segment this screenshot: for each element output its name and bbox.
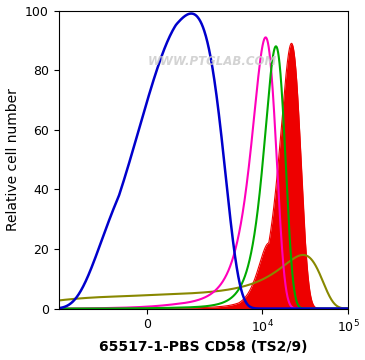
Y-axis label: Relative cell number: Relative cell number: [5, 88, 20, 231]
X-axis label: 65517-1-PBS CD58 (TS2/9): 65517-1-PBS CD58 (TS2/9): [99, 341, 308, 355]
Text: WWW.PTGLAB.COM: WWW.PTGLAB.COM: [147, 55, 277, 68]
